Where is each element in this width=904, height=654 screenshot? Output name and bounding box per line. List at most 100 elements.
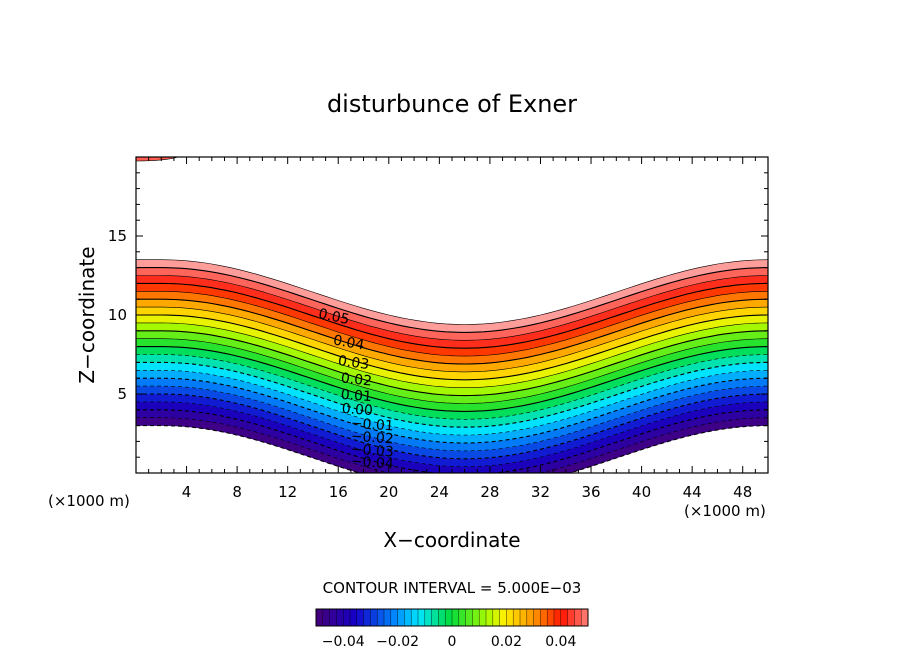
colorbar-cell <box>418 609 426 626</box>
colorbar-cell <box>533 609 541 626</box>
colorbar-cell <box>479 609 487 626</box>
contour-line <box>136 282 768 349</box>
colorbar-tick-label: −0.04 <box>322 634 365 650</box>
colorbar-cell <box>486 609 494 626</box>
x-tick-label: 44 <box>683 483 702 501</box>
contour-line <box>136 370 768 436</box>
contour-labels: 0.05 0.040.030.020.010.00−0.01−0.02−0.03−… <box>317 306 394 472</box>
colorbar-cell <box>343 609 351 626</box>
y-tick-labels: 5 10 15 <box>108 227 127 403</box>
contour-label: −0.01 <box>350 416 394 435</box>
colorbar-cell <box>322 609 330 626</box>
contour-line <box>136 354 768 420</box>
colorbar-cell <box>567 609 575 626</box>
y-tick-label: 15 <box>108 227 127 245</box>
colorbar-cell <box>363 609 371 626</box>
colorbar-cell <box>377 609 385 626</box>
colorbar-cell <box>404 609 412 626</box>
x-tick-label: 40 <box>632 483 651 501</box>
colorbar-cell <box>458 609 466 626</box>
x-axis-label: X−coordinate <box>383 528 520 552</box>
contour-label: −0.04 <box>350 454 394 473</box>
colorbar-cell <box>384 609 392 626</box>
x-unit-right: (×1000 m) <box>684 502 766 520</box>
contour-label: 0.01 <box>340 387 372 405</box>
contour-interval-text: CONTOUR INTERVAL = 5.000E−03 <box>323 579 582 597</box>
colorbar-cell <box>465 609 473 626</box>
colorbar-cell <box>554 609 562 626</box>
x-tick-labels: 4 8 12 16 20 24 28 32 36 40 44 48 <box>182 483 752 501</box>
colorbar-cell <box>520 609 528 626</box>
contour-line <box>136 322 768 389</box>
contour-lines <box>136 259 768 473</box>
contour-label: −0.02 <box>350 429 394 448</box>
colorbar-cells <box>315 609 589 626</box>
colorbar-cell <box>547 609 555 626</box>
contour-line <box>136 338 768 404</box>
colorbar-cell <box>329 609 337 626</box>
y-tick-label: 10 <box>108 306 127 324</box>
colorbar-tick-labels: −0.04 −0.02 0 0.02 0.04 <box>322 634 577 650</box>
contour-line <box>136 291 768 357</box>
colorbar-tick-label: 0 <box>448 634 457 650</box>
contour-plot: 0.05 0.040.030.020.010.00−0.01−0.02−0.03−… <box>108 156 769 501</box>
contour-label: 0.03 <box>337 353 370 373</box>
colorbar-cell <box>472 609 480 626</box>
colorbar-cell <box>513 609 521 626</box>
contour-line <box>136 330 768 397</box>
colorbar-cell <box>424 609 432 626</box>
colorbar-cell <box>431 609 439 626</box>
contour-line <box>136 259 768 325</box>
contour-line <box>136 425 768 473</box>
x-tick-label: 8 <box>232 483 242 501</box>
x-tick-label: 4 <box>182 483 192 501</box>
colorbar: −0.04 −0.02 0 0.02 0.04 <box>315 608 589 650</box>
contour-label: 0.00 <box>341 401 373 419</box>
contour-line <box>136 267 768 333</box>
colorbar-cell <box>397 609 405 626</box>
colorbar-cell <box>370 609 378 626</box>
colorbar-cell <box>499 609 507 626</box>
contour-label: 0.04 <box>332 332 366 353</box>
axis-ticks <box>136 157 768 473</box>
colorbar-cell <box>581 609 589 626</box>
x-tick-label: 36 <box>581 483 600 501</box>
contour-line <box>136 401 768 468</box>
contour-line <box>136 298 768 365</box>
contour-line <box>136 417 768 473</box>
contour-line <box>136 275 768 341</box>
contour-label: 0.02 <box>340 370 373 389</box>
x-tick-label: 24 <box>430 483 449 501</box>
contour-line <box>136 314 768 381</box>
colorbar-tick-label: −0.02 <box>376 634 419 650</box>
y-axis-label: Z−coordinate <box>75 246 99 383</box>
colorbar-frame <box>315 608 589 627</box>
colorbar-cell <box>540 609 548 626</box>
colorbar-cell <box>560 609 568 626</box>
colorbar-cell <box>438 609 446 626</box>
contour-line <box>136 377 768 444</box>
colorbar-cell <box>356 609 364 626</box>
x-tick-label: 16 <box>329 483 348 501</box>
contour-label: 0.05 <box>317 306 351 328</box>
colorbar-tick-label: 0.04 <box>545 634 576 650</box>
chart-title: disturbunce of Exner <box>327 90 577 118</box>
colorbar-tick-label: 0.02 <box>491 634 522 650</box>
contour-line <box>136 306 768 373</box>
colorbar-cell <box>506 609 514 626</box>
colorbar-cell <box>452 609 460 626</box>
x-tick-label: 20 <box>379 483 398 501</box>
contour-fill <box>136 157 768 473</box>
x-unit-left: (×1000 m) <box>48 492 130 510</box>
colorbar-cell <box>574 609 582 626</box>
contour-line <box>136 409 768 473</box>
contour-line <box>136 361 768 428</box>
contour-line <box>136 385 768 452</box>
colorbar-cell <box>336 609 344 626</box>
x-tick-label: 28 <box>480 483 499 501</box>
contour-label: −0.03 <box>350 442 394 461</box>
colorbar-cell <box>492 609 500 626</box>
colorbar-cell <box>411 609 419 626</box>
x-tick-label: 48 <box>733 483 752 501</box>
